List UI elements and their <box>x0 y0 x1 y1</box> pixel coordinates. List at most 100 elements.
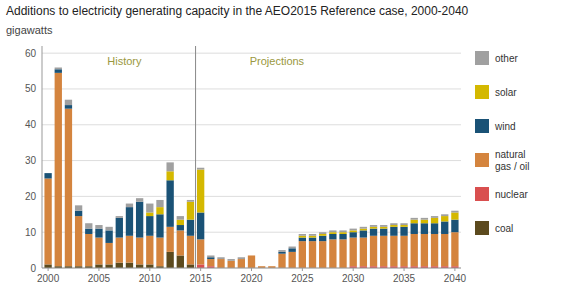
bar-segment <box>380 227 387 229</box>
legend: othersolarwindnaturalgas / oilnuclearcoa… <box>475 51 529 235</box>
bar-segment <box>268 266 275 267</box>
bar-segment <box>390 227 397 236</box>
bar-segment <box>197 264 204 268</box>
bar-segment <box>329 239 336 268</box>
chart: Additions to electricity generating capa… <box>0 0 573 292</box>
x-tick <box>353 268 354 271</box>
bar-segment <box>299 238 306 242</box>
bar-segment <box>441 216 448 221</box>
bar-segment <box>329 232 336 234</box>
bar-segment <box>258 266 265 267</box>
bar-segment <box>166 180 173 227</box>
bar-segment <box>116 263 123 268</box>
bar-segment <box>187 264 194 268</box>
bar-segment <box>85 223 92 228</box>
bar-segment <box>411 220 418 224</box>
bar-segment <box>390 236 397 266</box>
x-tick <box>404 268 405 271</box>
annotation: History <box>107 55 142 67</box>
bar-segment <box>44 173 51 174</box>
legend-label: other <box>495 53 518 64</box>
bar-segment <box>380 229 387 236</box>
bar-segment <box>187 202 194 220</box>
bar-segment <box>248 255 255 256</box>
bar-segment <box>421 234 428 266</box>
bar-segment <box>451 232 458 266</box>
bar-segment <box>156 214 163 237</box>
bar-segment <box>65 109 72 267</box>
bar-segment <box>105 227 112 231</box>
y-tick-label: 60 <box>25 48 37 59</box>
bar-segment <box>197 213 204 240</box>
grid-line <box>42 160 461 161</box>
bar-segment <box>126 204 133 208</box>
bar-segment <box>227 259 234 261</box>
bar-segment <box>187 236 194 265</box>
bar-segment <box>75 211 82 216</box>
x-tick-label: 2035 <box>393 273 416 284</box>
y-tick-label: 20 <box>25 191 37 202</box>
x-tick <box>302 268 303 271</box>
bar-segment <box>238 257 245 259</box>
x-tick <box>149 268 150 271</box>
bar-segment <box>350 232 357 237</box>
bar-segment <box>390 225 397 227</box>
bar-segment <box>75 216 82 266</box>
bar-segment <box>400 223 407 225</box>
bar-segment <box>105 243 112 264</box>
bar-segment <box>431 216 438 218</box>
grid <box>42 53 461 268</box>
bar-segment <box>299 241 306 268</box>
annotation: Projections <box>250 55 305 67</box>
legend-swatch <box>475 119 489 133</box>
y-tick-label: 50 <box>25 83 37 94</box>
bar-segment <box>95 225 102 229</box>
bar-segment <box>166 227 173 252</box>
bar-segment <box>370 225 377 227</box>
bar-segment <box>370 229 377 236</box>
bar-segment <box>75 205 82 210</box>
bar-segment <box>370 227 377 229</box>
bar-segment <box>421 223 428 234</box>
bar-segment <box>380 225 387 227</box>
bar-segment <box>299 236 306 238</box>
legend-label: naturalgas / oil <box>495 149 529 172</box>
y-tick-label: 30 <box>25 155 37 166</box>
bar-segment <box>278 254 285 268</box>
bar-segment <box>156 238 163 267</box>
bar-segment <box>350 229 357 231</box>
bar-segment <box>55 67 62 69</box>
bar-segment <box>65 100 72 105</box>
bar-segment <box>248 255 255 268</box>
bar-segment <box>197 168 204 170</box>
bar-segment <box>85 234 92 266</box>
bar-segment <box>339 234 346 239</box>
bar-segment <box>329 234 336 239</box>
bar-segment <box>400 227 407 236</box>
bar-segment <box>441 221 448 234</box>
title: Additions to electricity generating capa… <box>6 4 469 18</box>
bar-segment <box>146 204 153 213</box>
bar-segment <box>451 211 458 213</box>
bar-segment <box>268 266 275 267</box>
bar-segment <box>431 218 438 223</box>
series-4 <box>146 170 458 238</box>
bar-segment <box>177 220 184 225</box>
legend-swatch <box>475 51 489 65</box>
y-axis-label: gigawatts <box>6 24 53 36</box>
bar-segment <box>319 241 326 268</box>
bar-segment <box>278 250 285 252</box>
legend-label: solar <box>495 87 517 98</box>
bar-segment <box>431 223 438 234</box>
bar-segment <box>360 227 367 229</box>
bar-segment <box>207 259 214 266</box>
series-2 <box>44 73 458 268</box>
x-tick <box>48 268 49 271</box>
bar-segment <box>319 236 326 241</box>
bar-segment <box>350 230 357 232</box>
bar-segment <box>166 162 173 171</box>
bar-segment <box>197 170 204 213</box>
bar-segment <box>360 230 367 237</box>
bar-segment <box>319 232 326 234</box>
grid-line <box>42 232 461 233</box>
